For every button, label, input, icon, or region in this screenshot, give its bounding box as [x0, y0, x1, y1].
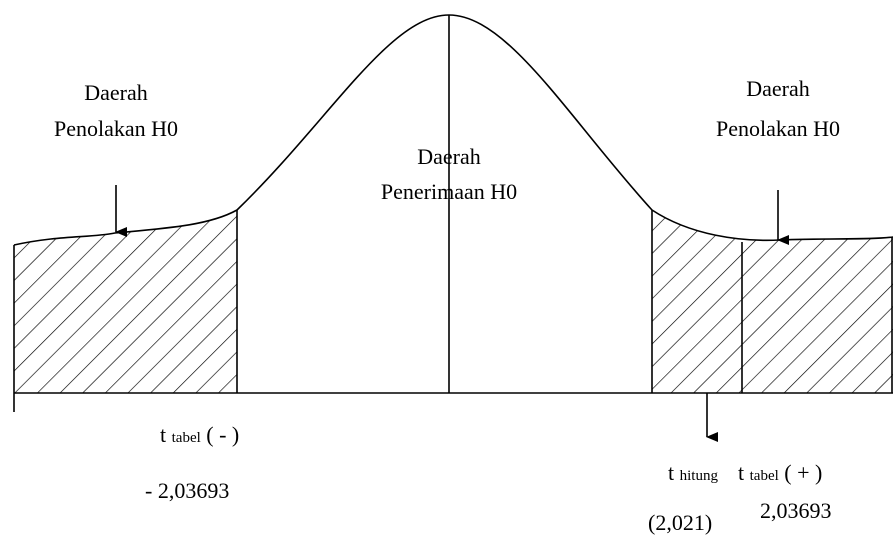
- subscript: tabel: [750, 468, 779, 484]
- region-label: Penolakan H0: [54, 116, 178, 141]
- left-rejection-area: [14, 210, 237, 393]
- symbol: t: [668, 460, 674, 485]
- sign: ( - ): [206, 422, 239, 447]
- region-label: Daerah: [746, 76, 810, 101]
- right-rejection-area: [652, 210, 893, 393]
- region-label: Penerimaan H0: [381, 179, 517, 204]
- t-hitung-label: t hitung: [668, 460, 718, 485]
- t-tabel-neg-value: - 2,03693: [145, 478, 229, 503]
- t-hitung-value: (2,021): [648, 510, 712, 535]
- symbol: t: [160, 422, 166, 447]
- t-tabel-pos-label: t tabel ( + ): [738, 460, 822, 485]
- subscript: tabel: [172, 430, 201, 446]
- region-label: Daerah: [417, 144, 481, 169]
- t-tabel-pos-value: 2,03693: [760, 498, 832, 523]
- sign: ( + ): [784, 460, 822, 485]
- symbol: t: [738, 460, 744, 485]
- t-tabel-neg-label: t tabel ( - ): [160, 422, 239, 447]
- region-label: Daerah: [84, 80, 148, 105]
- subscript: hitung: [680, 468, 719, 484]
- region-label: Penolakan H0: [716, 116, 840, 141]
